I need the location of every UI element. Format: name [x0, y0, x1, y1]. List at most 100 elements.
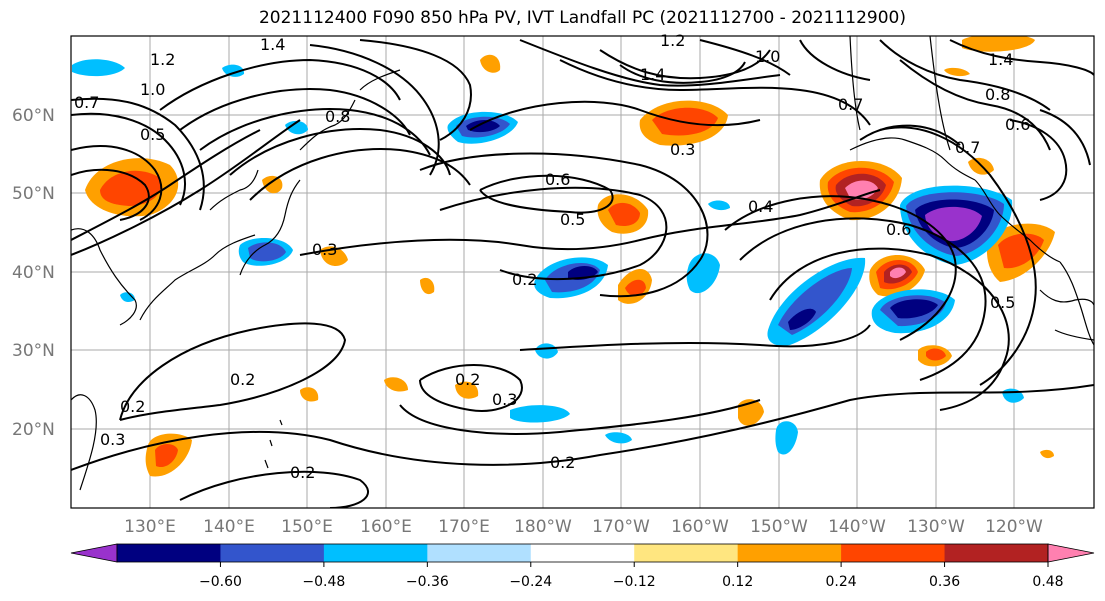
- chart-title: 2021112400 F090 850 hPa PV, IVT Landfall…: [258, 8, 906, 28]
- lon-label: 150°E: [281, 517, 333, 537]
- colorbar-bin: [323, 544, 428, 562]
- negative-anomaly-core: [248, 242, 286, 262]
- negative-anomaly: [222, 64, 245, 77]
- negative-anomaly-strong: [788, 308, 816, 330]
- colorbar-bin: [634, 544, 739, 562]
- contour-label: 0.8: [325, 107, 350, 126]
- colorbar-bin: [530, 544, 635, 562]
- colorbar-bin: [220, 544, 325, 562]
- positive-anomaly-peak: [845, 180, 878, 200]
- lat-label-20n: 20°N: [12, 420, 55, 440]
- contour-label: 0.2: [290, 463, 315, 482]
- colorbar-tick-label: −0.36: [406, 574, 449, 590]
- positive-anomaly-core: [155, 444, 178, 468]
- contour-label: 0.7: [74, 93, 99, 112]
- positive-anomaly: [384, 377, 408, 392]
- colorbar-extend-high: [1047, 543, 1095, 563]
- colorbar-ticks: −0.60 −0.48 −0.36 −0.24 −0.12 0.12 0.24 0.36 0.4…: [199, 562, 1064, 590]
- positive-anomaly: [300, 387, 319, 402]
- positive-anomaly: [962, 36, 1035, 52]
- map-border: [70, 35, 1095, 509]
- contour-label: 1.4: [988, 50, 1013, 69]
- colorbar-bin: [427, 544, 532, 562]
- contour-label: 0.3: [492, 390, 517, 409]
- colorbar-tick-label: 0.12: [722, 574, 753, 590]
- positive-anomaly: [262, 175, 283, 194]
- positive-anomaly: [455, 381, 479, 399]
- contour-label: 0.3: [100, 430, 125, 449]
- contour-label: 1.4: [260, 35, 285, 54]
- colorbar-tick-label: −0.24: [509, 574, 552, 590]
- colorbar-tick-label: 0.24: [826, 574, 857, 590]
- negative-anomaly: [285, 120, 308, 135]
- lon-label: 130°E: [124, 517, 176, 537]
- positive-anomaly-core: [608, 202, 640, 226]
- coastlines: [71, 36, 1094, 491]
- lon-label: 160°W: [671, 517, 729, 537]
- colorbar-extend-low: [70, 543, 118, 563]
- contour-label: 0.5: [990, 293, 1015, 312]
- contour-label: 0.5: [140, 125, 165, 144]
- longitude-labels: 130°E 140°E 150°E 160°E 170°E 180°W 170°…: [124, 517, 1043, 537]
- positive-anomaly: [944, 67, 970, 77]
- contour-label: 0.3: [670, 140, 695, 159]
- lat-label-30n: 30°N: [12, 341, 55, 361]
- pv-contours: [71, 39, 1094, 508]
- colorbar-tick-label: 0.36: [929, 574, 960, 590]
- negative-anomaly: [775, 421, 798, 455]
- negative-anomaly: [605, 432, 632, 444]
- contour-label: 0.5: [560, 210, 585, 229]
- lon-label: 140°W: [828, 517, 886, 537]
- colorbar-bin: [737, 544, 842, 562]
- negative-anomaly-strong: [890, 299, 938, 319]
- negative-anomaly: [708, 200, 730, 211]
- contour-label: 0.6: [886, 220, 911, 239]
- colorbar-tick-label: −0.12: [613, 574, 656, 590]
- contour-label: 1.2: [660, 31, 685, 50]
- contour-label: 0.2: [120, 397, 145, 416]
- lat-label-60n: 60°N: [12, 106, 55, 126]
- negative-anomaly: [686, 253, 720, 294]
- colorbar-tick-label: −0.48: [302, 574, 345, 590]
- contour-label: 1.0: [140, 80, 165, 99]
- negative-anomaly: [120, 292, 135, 303]
- lat-label-40n: 40°N: [12, 263, 55, 283]
- lon-label: 170°E: [438, 517, 490, 537]
- lon-label: 180°W: [514, 517, 572, 537]
- positive-anomaly: [420, 277, 435, 295]
- contour-label: 0.2: [455, 370, 480, 389]
- lat-label-50n: 50°N: [12, 184, 55, 204]
- contour-label: 0.4: [748, 197, 773, 216]
- positive-anomaly: [480, 54, 501, 73]
- colorbar-tick-label: 0.48: [1032, 574, 1063, 590]
- contour-label: 0.2: [230, 370, 255, 389]
- lon-label: 130°W: [907, 517, 965, 537]
- gridlines: [71, 36, 1094, 508]
- colorbar-outline: [116, 543, 1049, 563]
- latitude-labels: 60°N 50°N 40°N 30°N 20°N: [12, 106, 55, 440]
- negative-anomaly: [510, 405, 570, 423]
- positive-anomaly-core: [926, 348, 946, 361]
- positive-anomaly: [1040, 449, 1054, 459]
- lon-label: 170°W: [592, 517, 650, 537]
- contour-label: 0.6: [545, 170, 570, 189]
- colorbar-tick-label: −0.60: [199, 574, 242, 590]
- contour-label: 0.7: [955, 138, 980, 157]
- contour-label: 0.8: [985, 85, 1010, 104]
- contour-label: 0.2: [512, 270, 537, 289]
- contour-label: 0.6: [1005, 115, 1030, 134]
- lon-label: 120°W: [985, 517, 1043, 537]
- ivt-pc-shading: [72, 36, 1055, 477]
- colorbar-bin: [944, 544, 1049, 562]
- lon-label: 160°E: [360, 517, 412, 537]
- contour-label: 0.7: [838, 95, 863, 114]
- contour-labels: 1.2 1.0 0.7 0.5 1.4 0.8 1.2 1.4 1.0 0.7 …: [74, 31, 1030, 482]
- contour-label: 0.2: [550, 453, 575, 472]
- contour-label: 1.0: [755, 47, 780, 66]
- contour-label: 0.3: [312, 240, 337, 259]
- positive-anomaly-peak: [890, 267, 906, 279]
- negative-anomaly-strong: [466, 120, 500, 133]
- colorbar-bin: [117, 544, 221, 562]
- contour-label: 1.2: [150, 50, 175, 69]
